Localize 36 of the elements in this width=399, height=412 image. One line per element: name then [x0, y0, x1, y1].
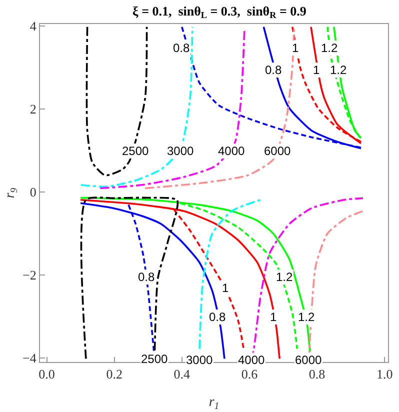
annotation: 1: [313, 63, 320, 77]
line-series: [198, 198, 262, 350]
x-axis-title: r$_{1}$: [208, 394, 220, 412]
annotation: 2500: [122, 144, 150, 158]
annotation: 3000: [186, 353, 214, 367]
y-tick-label: −4: [22, 350, 37, 366]
x-tick-label: 0.0: [38, 366, 55, 382]
annotation: 1: [270, 310, 277, 324]
annotation: 4000: [218, 144, 246, 158]
x-tick-label: 1.0: [376, 366, 393, 382]
annotation: 1: [292, 41, 299, 55]
y-tick-label: 0: [30, 184, 36, 200]
y-tick-label: −2: [22, 267, 36, 282]
chart-title: ξ = 0.1, sinθ$_{L}$ = 0.3, sinθ$_{R}$ = 0.9: [132, 3, 307, 20]
annotation: 6000: [264, 144, 292, 158]
annotation: 0.8: [209, 310, 226, 324]
annotation: 1.2: [298, 310, 316, 324]
annotation: 1.2: [276, 270, 294, 284]
annotation: 1.2: [321, 41, 338, 55]
line-series: [179, 202, 298, 350]
y-tick-label: 4: [30, 18, 37, 34]
annotation: 3000: [167, 144, 194, 158]
line-series: [80, 26, 194, 188]
annotation: 2500: [141, 352, 168, 366]
annotation: 0.8: [138, 270, 156, 284]
y-tick-label: 2: [30, 102, 36, 117]
x-tick-label: 0.4: [174, 366, 191, 382]
annotation: 0.8: [265, 63, 282, 77]
x-tick-label: 0.2: [106, 366, 122, 382]
x-tick-label: 0.6: [241, 366, 258, 382]
line-series: [172, 208, 245, 350]
line-series: [86, 26, 148, 176]
annotation: 1.2: [330, 63, 348, 77]
annotation: 0.8: [173, 41, 190, 55]
line-series: [99, 29, 246, 190]
x-tick-label: 0.8: [308, 366, 326, 382]
